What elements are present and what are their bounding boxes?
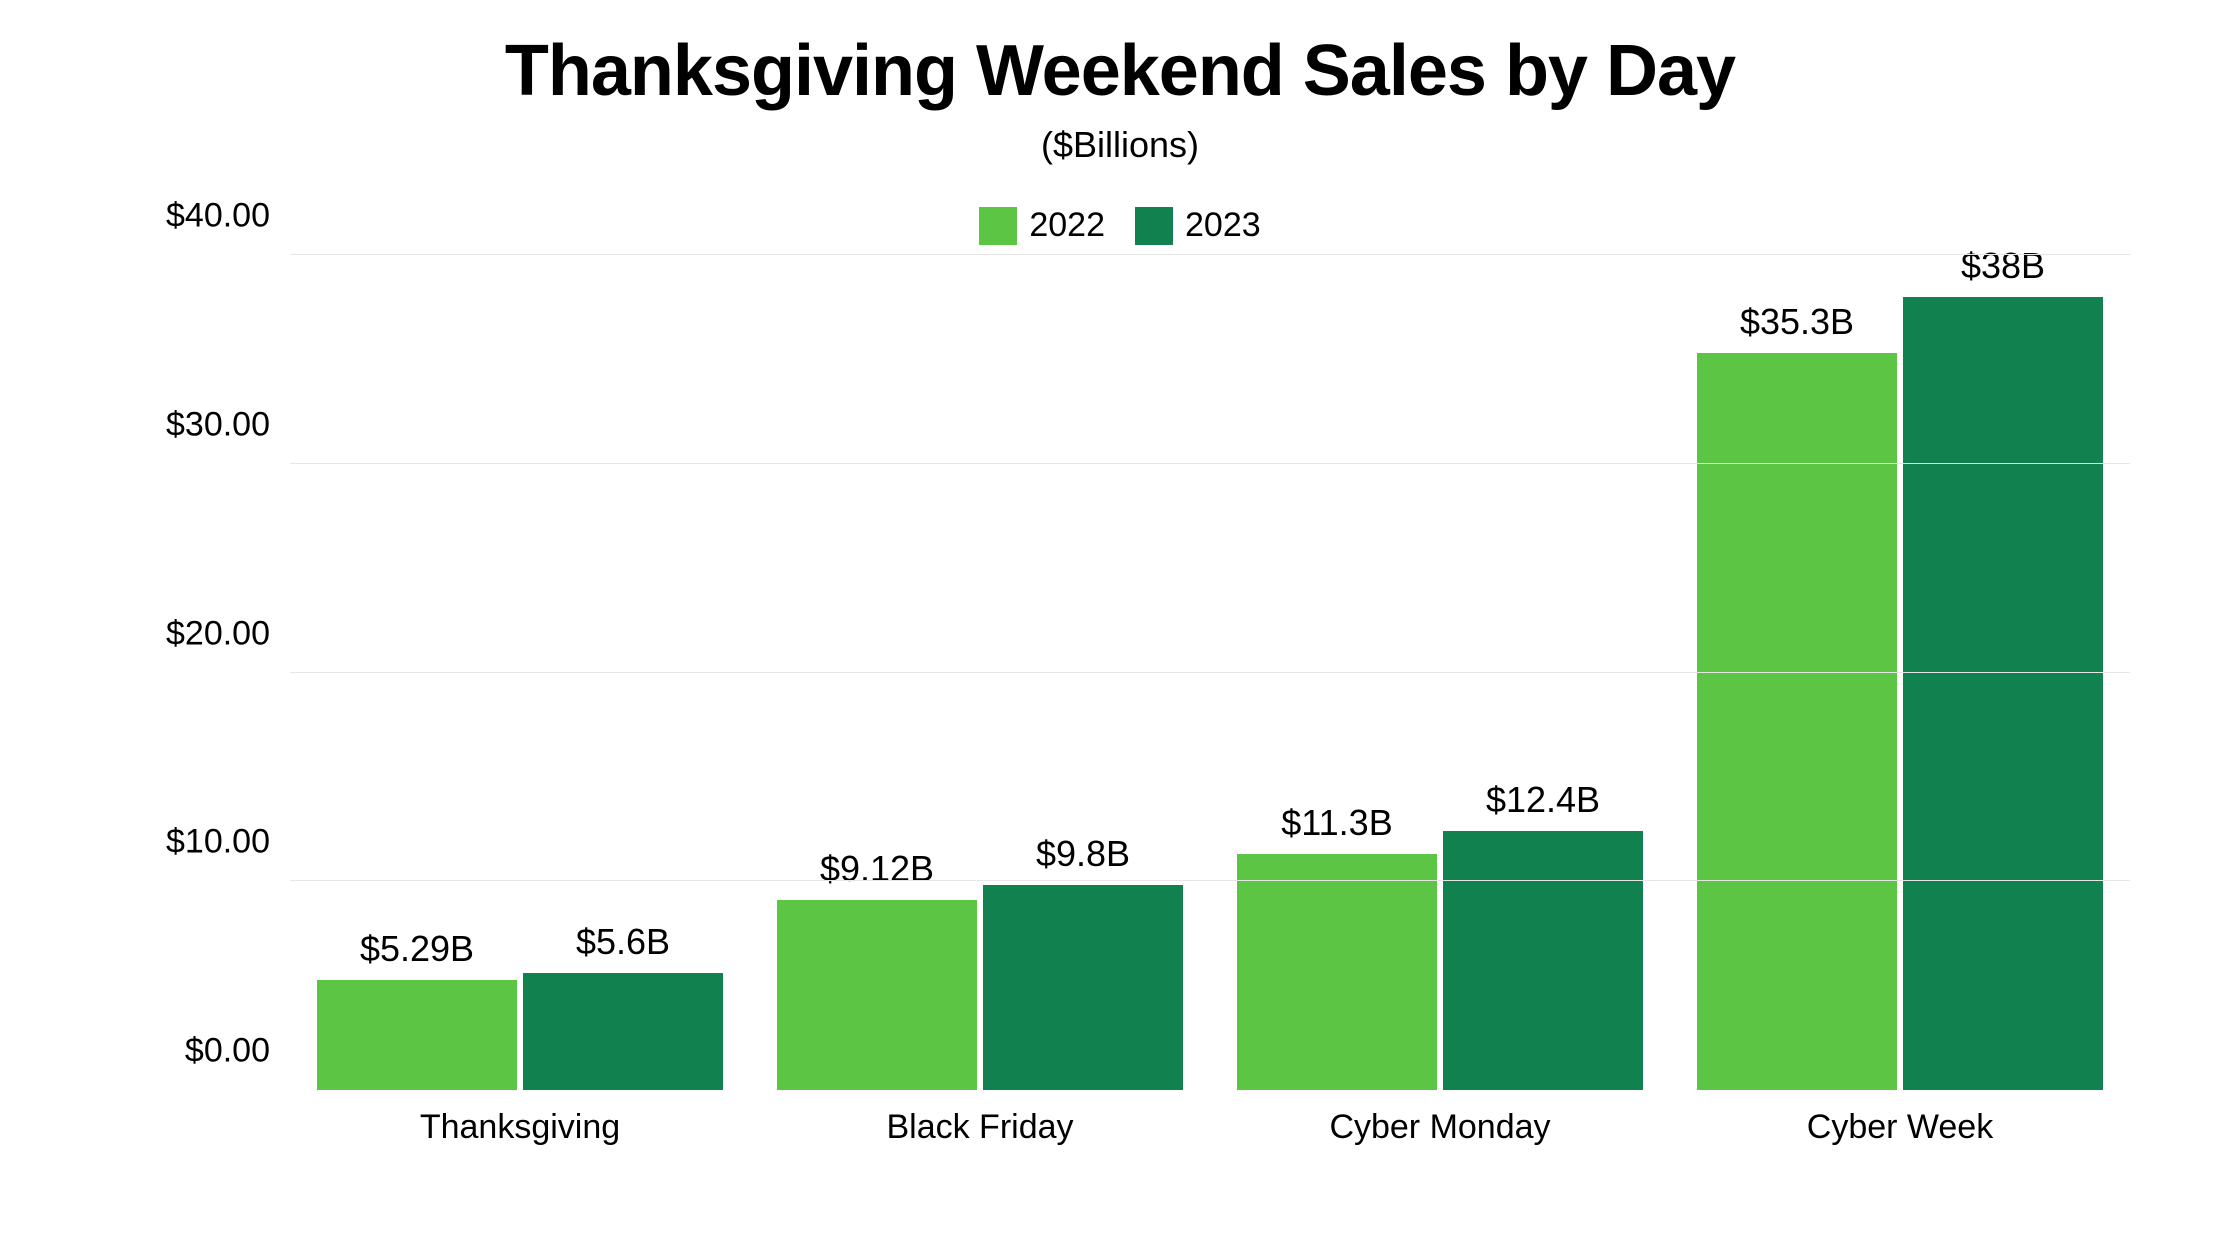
y-tick-label: $0.00 bbox=[185, 1032, 290, 1071]
gridline bbox=[290, 463, 2130, 464]
legend-label-2022: 2022 bbox=[1029, 206, 1105, 245]
bar: $9.8B bbox=[983, 885, 1183, 1090]
bar-value-label: $5.29B bbox=[360, 928, 474, 970]
bar-group: $9.12B$9.8B bbox=[750, 255, 1210, 1090]
y-tick-label: $40.00 bbox=[166, 197, 290, 236]
x-axis-labels: ThanksgivingBlack FridayCyber MondayCybe… bbox=[290, 1108, 2130, 1147]
bar-value-label: $11.3B bbox=[1281, 802, 1392, 844]
x-tick-label: Cyber Monday bbox=[1210, 1108, 1670, 1147]
plot-region: $5.29B$5.6B$9.12B$9.8B$11.3B$12.4B$35.3B… bbox=[290, 255, 2130, 1090]
bar: $5.6B bbox=[523, 973, 723, 1090]
bar-group: $11.3B$12.4B bbox=[1210, 255, 1670, 1090]
chart-title: Thanksgiving Weekend Sales by Day bbox=[90, 30, 2150, 112]
legend-swatch-2022 bbox=[979, 207, 1017, 245]
legend-swatch-2023 bbox=[1135, 207, 1173, 245]
legend-item-2023: 2023 bbox=[1135, 206, 1261, 245]
bar: $9.12B bbox=[777, 900, 977, 1090]
bar: $38B bbox=[1903, 297, 2103, 1090]
bar-group: $35.3B $38B bbox=[1670, 255, 2130, 1090]
bar: $11.3B bbox=[1237, 854, 1437, 1090]
bar-value-label: $9.12B bbox=[820, 848, 934, 890]
x-tick-label: Black Friday bbox=[750, 1108, 1210, 1147]
y-tick-label: $30.00 bbox=[166, 405, 290, 444]
x-tick-label: Cyber Week bbox=[1670, 1108, 2130, 1147]
x-tick-label: Thanksgiving bbox=[290, 1108, 750, 1147]
bar: $5.29B bbox=[317, 980, 517, 1090]
bar-value-label: $38B bbox=[1961, 245, 2045, 287]
legend-label-2023: 2023 bbox=[1185, 206, 1261, 245]
chart-subtitle: ($Billions) bbox=[90, 124, 2150, 166]
gridline bbox=[290, 254, 2130, 255]
sales-bar-chart: Thanksgiving Weekend Sales by Day ($Bill… bbox=[0, 0, 2240, 1260]
bar-groups: $5.29B$5.6B$9.12B$9.8B$11.3B$12.4B$35.3B… bbox=[290, 255, 2130, 1090]
gridline bbox=[290, 880, 2130, 881]
gridline bbox=[290, 672, 2130, 673]
y-tick-label: $20.00 bbox=[166, 614, 290, 653]
bar-value-label: $9.8B bbox=[1036, 833, 1130, 875]
bar-value-label: $35.3B bbox=[1740, 301, 1854, 343]
bar: $12.4B bbox=[1443, 831, 1643, 1090]
legend-item-2022: 2022 bbox=[979, 206, 1105, 245]
bar-value-label: $5.6B bbox=[576, 921, 670, 963]
chart-legend: 2022 2023 bbox=[90, 206, 2150, 245]
bar-group: $5.29B$5.6B bbox=[290, 255, 750, 1090]
bar-value-label: $12.4B bbox=[1486, 779, 1600, 821]
y-tick-label: $10.00 bbox=[166, 823, 290, 862]
